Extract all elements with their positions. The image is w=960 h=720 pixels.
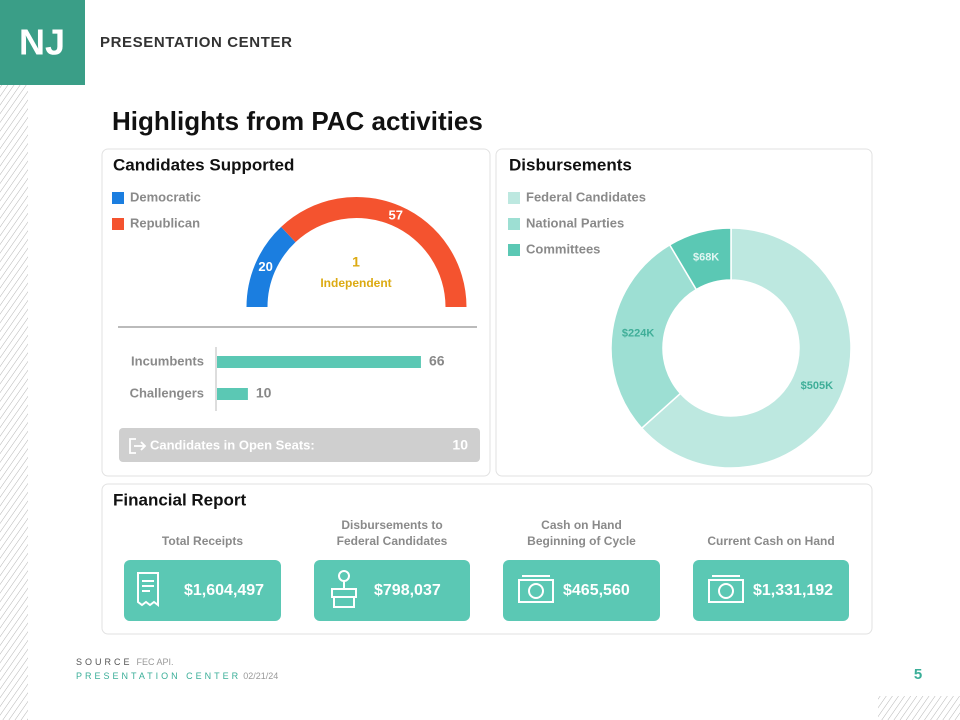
gauge-segment bbox=[246, 226, 296, 307]
card-label: Disbursements to bbox=[341, 518, 442, 532]
exit-icon bbox=[129, 438, 147, 454]
hatch-left bbox=[0, 85, 28, 720]
card-icon bbox=[518, 575, 554, 603]
legend-label: Federal Candidates bbox=[526, 189, 646, 204]
card-value: $1,331,192 bbox=[753, 582, 833, 599]
value-label: 10 bbox=[256, 385, 272, 401]
bar bbox=[217, 356, 421, 368]
category-label: Incumbents bbox=[131, 353, 204, 368]
bar bbox=[217, 388, 248, 400]
card-icon bbox=[331, 570, 357, 608]
brand: PRESENTATION CENTER bbox=[100, 34, 293, 51]
independent-label: Independent bbox=[320, 276, 391, 290]
panel bbox=[495, 148, 873, 477]
value-label: 57 bbox=[389, 208, 403, 223]
value-label: $224K bbox=[622, 328, 654, 340]
panel-title: Financial Report bbox=[113, 490, 247, 509]
hatch-corner bbox=[878, 696, 960, 720]
card-label: Federal Candidates bbox=[337, 534, 448, 548]
donut-segment bbox=[610, 243, 698, 430]
legend-swatch bbox=[508, 244, 520, 256]
logo-box bbox=[0, 0, 85, 85]
page-title: Highlights from PAC activities bbox=[112, 106, 483, 136]
legend-label: Democratic bbox=[130, 189, 201, 204]
open-seats-box bbox=[119, 428, 480, 462]
card-value: $465,560 bbox=[563, 582, 630, 599]
card-label: Beginning of Cycle bbox=[527, 534, 636, 548]
open-seats-value: 10 bbox=[452, 437, 468, 453]
gauge-segment bbox=[281, 197, 467, 307]
value-label: 20 bbox=[258, 259, 272, 274]
source: SOURCE FEC API. bbox=[76, 657, 174, 667]
card bbox=[124, 560, 281, 621]
donut-segment bbox=[640, 227, 852, 469]
footer-brand: PRESENTATION CENTER 02/21/24 bbox=[76, 671, 278, 681]
legend-swatch bbox=[112, 218, 124, 230]
value-label: $68K bbox=[693, 251, 719, 263]
panel bbox=[101, 483, 873, 635]
card-label: Current Cash on Hand bbox=[707, 534, 834, 548]
legend-swatch bbox=[508, 192, 520, 204]
logo: NJ bbox=[19, 22, 65, 63]
card-icon bbox=[708, 575, 744, 603]
card-value: $798,037 bbox=[374, 582, 441, 599]
category-label: Challengers bbox=[130, 385, 204, 400]
card-label: Total Receipts bbox=[162, 534, 243, 548]
value-label: 66 bbox=[429, 353, 445, 369]
panel-title: Disbursements bbox=[509, 155, 632, 174]
legend-swatch bbox=[112, 192, 124, 204]
panel-title: Candidates Supported bbox=[113, 155, 294, 174]
panel bbox=[101, 148, 491, 477]
value-label: $505K bbox=[801, 380, 833, 392]
legend-label: Committees bbox=[526, 241, 600, 256]
card-icon bbox=[137, 572, 159, 607]
legend-swatch bbox=[508, 218, 520, 230]
open-seats-label: Candidates in Open Seats: bbox=[150, 437, 315, 452]
page-number: 5 bbox=[914, 666, 922, 683]
legend-label: Republican bbox=[130, 215, 200, 230]
independent-value: 1 bbox=[352, 254, 360, 270]
card-value: $1,604,497 bbox=[184, 582, 264, 599]
donut-segment bbox=[668, 227, 732, 291]
legend-label: National Parties bbox=[526, 215, 624, 230]
card-label: Cash on Hand bbox=[541, 518, 622, 532]
